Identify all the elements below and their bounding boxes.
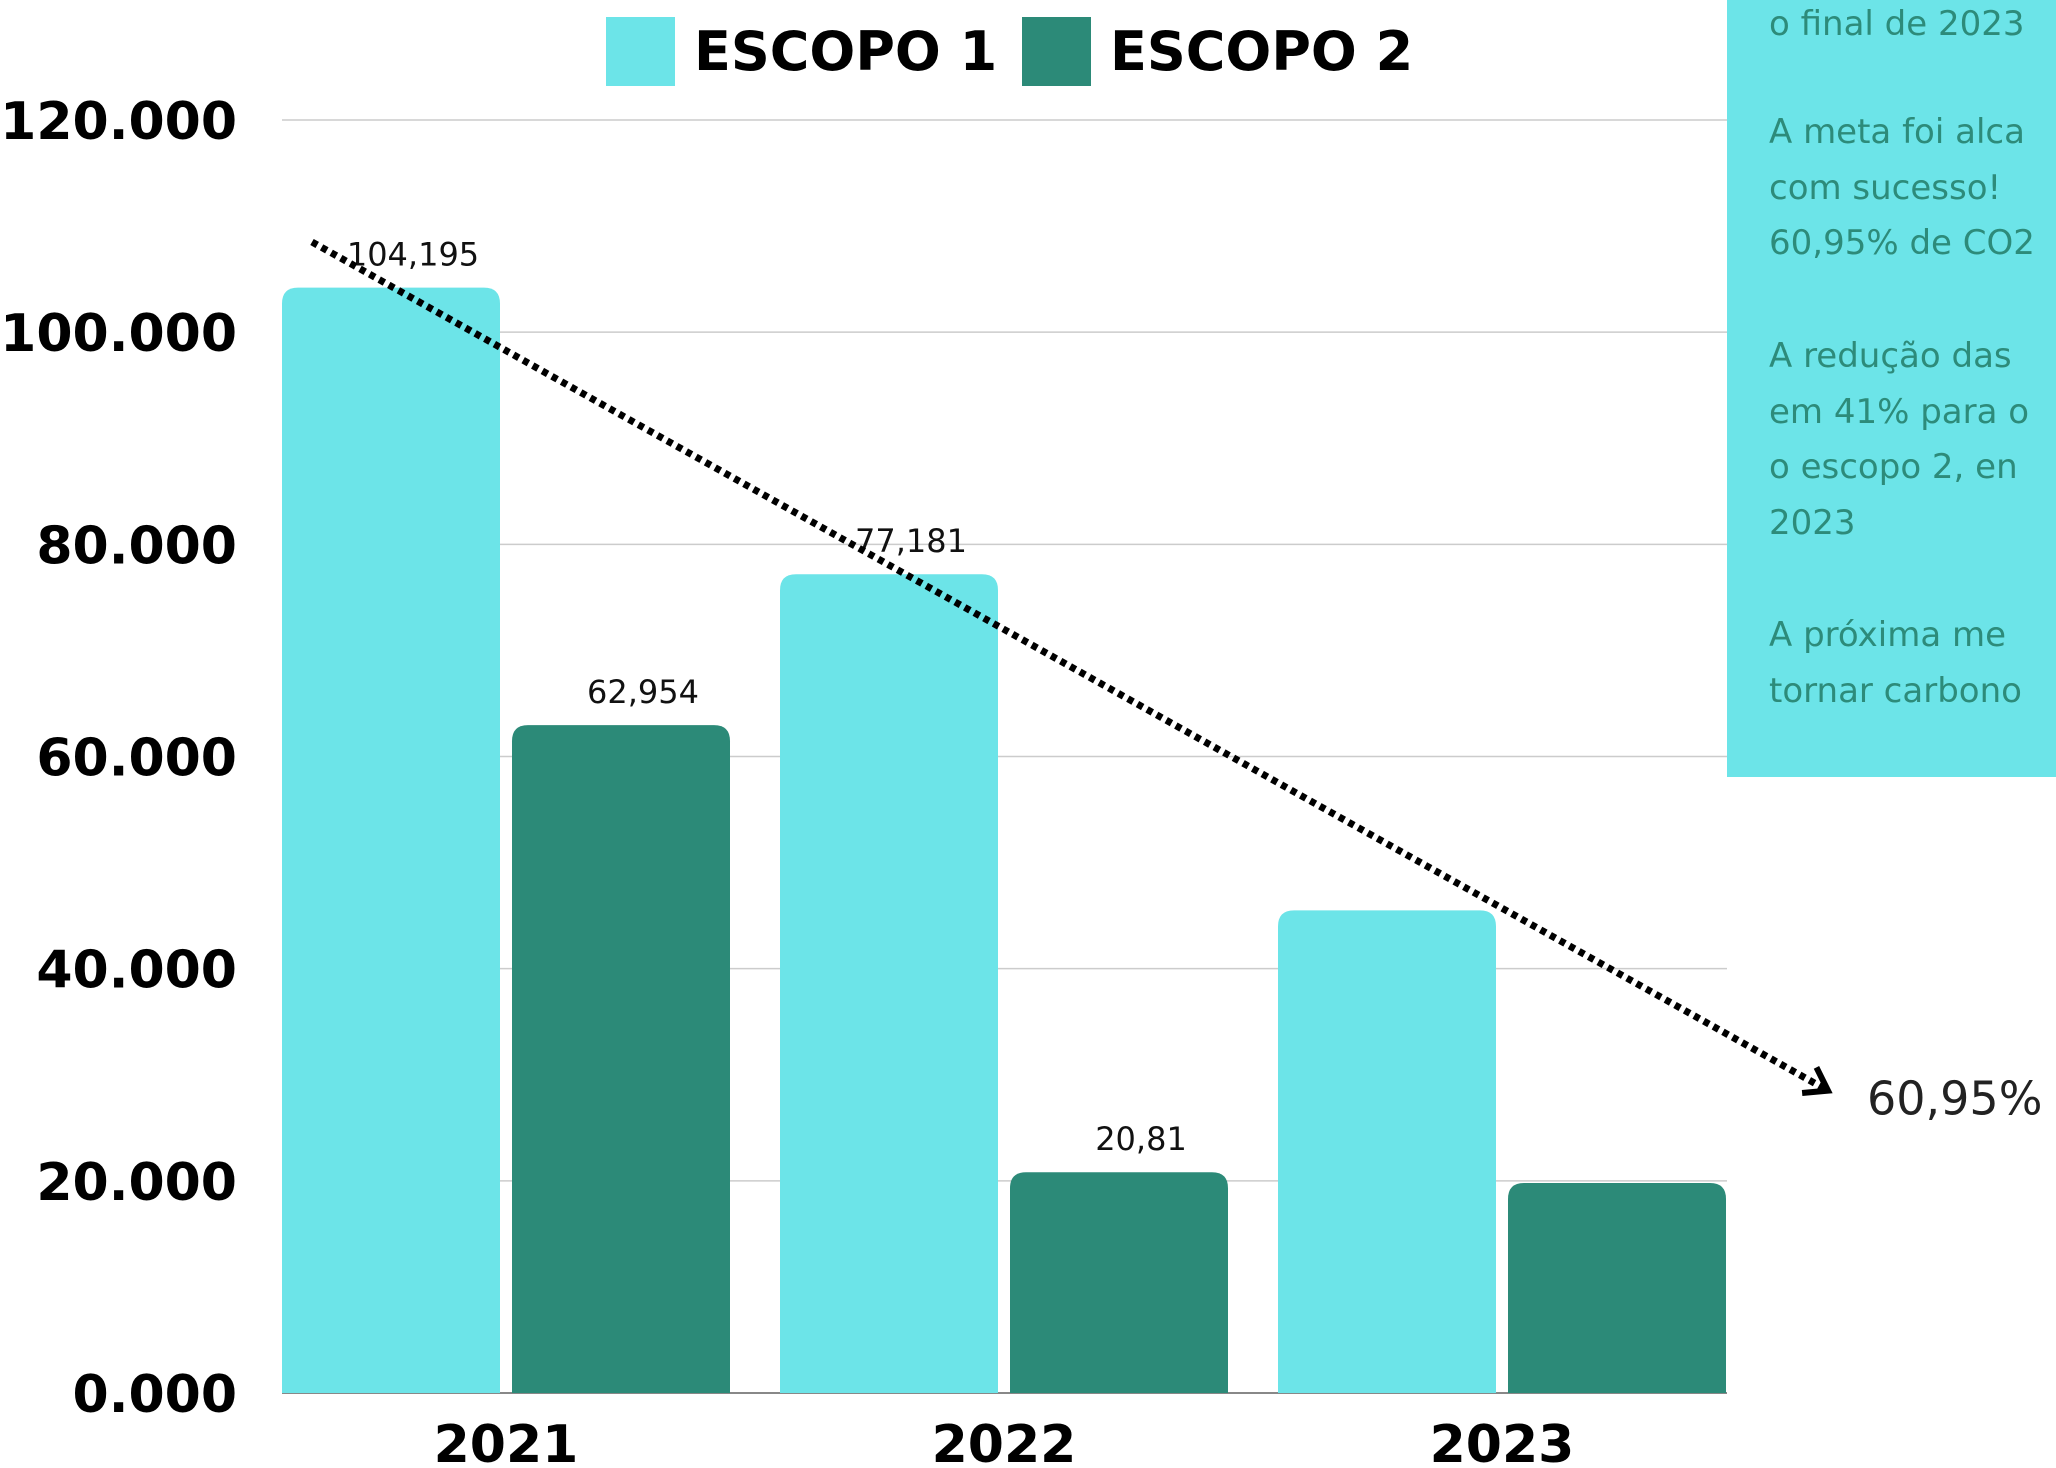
panel-text-line: em 41% para o — [1769, 392, 2030, 432]
y-tick-label: 0.000 — [73, 1365, 237, 1425]
bars — [282, 287, 1726, 1394]
bar-escopo-2-2023 — [1508, 1182, 1726, 1393]
panel-text-line: 2023 — [1769, 503, 1856, 543]
x-tick-label: 2023 — [1430, 1415, 1575, 1468]
y-tick-label: 60.000 — [36, 729, 237, 789]
bar-escopo-2-2021 — [512, 725, 730, 1393]
trend-label: 60,95% — [1867, 1072, 2042, 1126]
y-tick-label: 80.000 — [36, 516, 237, 576]
panel-text-line: o final de 2023 — [1769, 4, 2025, 44]
bar-escopo-1-2023 — [1278, 910, 1496, 1393]
panel-text-line: 60,95% de CO2 — [1769, 223, 2035, 263]
panel-text-line: tornar carbono — [1769, 671, 2022, 711]
side-text-panel: o final de 2023 A meta foi alca com sucess… — [1727, 0, 2056, 777]
panel-text-line: A redução das — [1769, 336, 2012, 376]
y-tick-label: 40.000 — [36, 941, 237, 1001]
axis-ticks: 0.000 20.000 40.000 60.000 80.000 100.000 120.… — [0, 92, 1574, 1468]
trend-dotted-line — [310, 238, 1830, 1094]
bar-escopo-1-2021 — [282, 287, 500, 1394]
x-tick-label: 2021 — [434, 1415, 579, 1468]
y-tick-label: 120.000 — [0, 92, 237, 152]
trend-line: 60,95% — [310, 238, 2042, 1126]
data-label: 20,81 — [1095, 1120, 1187, 1158]
bar-escopo-1-2022 — [780, 574, 998, 1393]
x-tick-label: 2022 — [932, 1415, 1077, 1468]
legend-label: ESCOPO 2 — [1110, 20, 1413, 83]
panel-text-line: A meta foi alca — [1769, 112, 2025, 152]
panel-text-line: A próxima me — [1769, 615, 2007, 655]
panel-text-line: com sucesso! — [1769, 168, 2002, 208]
legend-swatch — [606, 17, 675, 86]
data-label: 104,195 — [347, 236, 479, 274]
data-label: 62,954 — [587, 673, 699, 711]
y-tick-label: 20.000 — [36, 1153, 237, 1213]
legend-swatch — [1022, 17, 1091, 86]
legend-label: ESCOPO 1 — [694, 20, 997, 83]
legend: ESCOPO 1 ESCOPO 2 — [606, 17, 1413, 86]
y-tick-label: 100.000 — [0, 304, 237, 364]
panel-text-line: o escopo 2, en — [1769, 447, 2018, 487]
trend-arrowhead — [1801, 1066, 1833, 1096]
bar-escopo-2-2022 — [1010, 1172, 1228, 1393]
